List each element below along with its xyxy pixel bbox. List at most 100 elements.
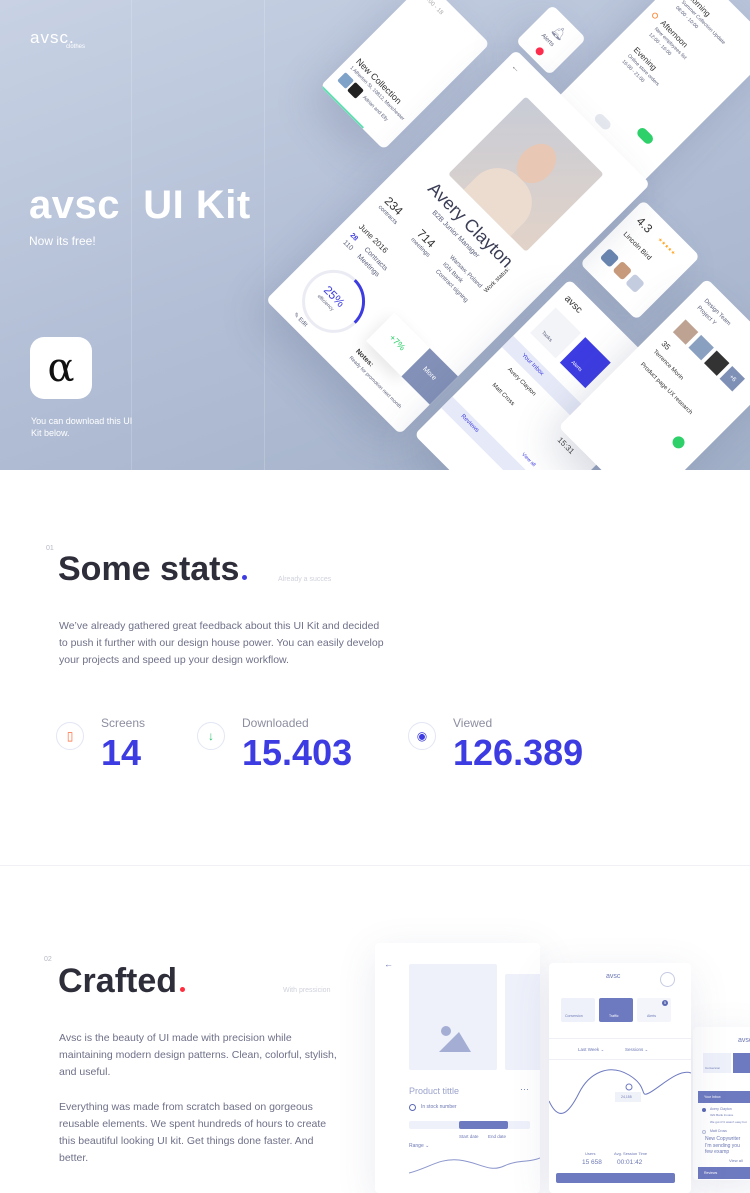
tasks-label: Tasks — [540, 330, 554, 344]
end-date-label: End date — [488, 1134, 507, 1139]
work-status-label: Work status: — [483, 266, 512, 295]
brand-logo-sub: clothes — [66, 44, 86, 50]
more-avatars[interactable] — [625, 273, 645, 294]
task-title: Product page UX research — [638, 361, 694, 417]
crafted-paragraph-1: Avsc is the beauty of UI made with preci… — [59, 1032, 337, 1078]
collection-time: 17:00 - 18 — [420, 0, 444, 17]
efficiency-ring — [302, 269, 366, 333]
toggle-on[interactable] — [635, 125, 656, 146]
image-placeholder — [505, 974, 540, 1070]
action-bar[interactable] — [556, 1173, 675, 1183]
stars-icon: ★★★★★ — [656, 236, 677, 257]
users-label: Users — [585, 1151, 596, 1156]
hero-subtitle: Now its free! — [29, 234, 96, 248]
last-week-dropdown[interactable]: Last Week ⌄ — [578, 1047, 605, 1052]
range-dropdown[interactable]: Range ⌄ — [409, 1143, 430, 1149]
section-tag: Already a succes — [278, 576, 332, 583]
eye-icon: ◉ — [408, 722, 436, 750]
tab-alerts[interactable]: Alerts 5 — [637, 998, 671, 1022]
hero-banner: avsc. clothes avsc UI Kit Now its free! … — [0, 0, 750, 470]
range-chart — [409, 1157, 540, 1174]
app-icon[interactable]: α — [30, 337, 92, 399]
section-tag: With pressicion — [283, 987, 331, 994]
filter-label: Last Week — [578, 1047, 600, 1052]
team-count: 35 — [659, 339, 673, 352]
rating-score: 4.3 — [633, 214, 656, 236]
unread-dot — [702, 1108, 706, 1112]
download-arrow-icon: ↓ — [197, 722, 225, 750]
bell-icon: 🔔︎ — [548, 22, 570, 43]
inbox-label: Your Inbox — [520, 352, 545, 378]
tab-conversion[interactable]: Conversion — [703, 1053, 731, 1073]
product-title: Product tittle — [409, 1086, 460, 1096]
tooltip-value: 24,155 — [621, 1095, 632, 1099]
start-date-label: Start date — [459, 1134, 479, 1139]
inbox-label: Your Inbox — [704, 1095, 721, 1099]
filter-label: Sessions — [625, 1047, 644, 1052]
message-name[interactable]: Avery Clayton — [710, 1107, 732, 1111]
section-number: 01 — [46, 545, 54, 552]
tab-conversion[interactable]: Conversion — [561, 998, 595, 1022]
inbox-header: Your Inbox — [698, 1091, 750, 1103]
avatar[interactable] — [660, 972, 675, 987]
radio-selected[interactable] — [650, 11, 660, 20]
hero-note: You can download this UI Kit below. — [31, 416, 133, 438]
dashboard-logo: avsc — [561, 293, 585, 316]
date-range-selection[interactable] — [459, 1121, 508, 1129]
reviews-label: Reviews — [704, 1171, 718, 1175]
message-name[interactable]: Matt Cross — [710, 1129, 727, 1133]
accent-dot — [242, 575, 248, 580]
message-text: We got it! It wasn't easy but — [710, 1120, 747, 1124]
crafted-paragraph-2: Everything was made from scratch based o… — [59, 1101, 327, 1164]
stat-label: Viewed — [453, 716, 493, 730]
more-options-icon[interactable]: ··· — [520, 1084, 529, 1094]
reviews-label: Reviews — [459, 413, 480, 434]
message-sub: New Copywriter — [705, 1136, 741, 1142]
panel-logo: avsc — [738, 1037, 750, 1044]
accent-dot — [180, 987, 186, 992]
section-title: Crafted — [58, 962, 186, 1001]
image-placeholder — [409, 964, 497, 1070]
product-panel: ← Product tittle ··· In stock number Sta… — [375, 943, 540, 1193]
stat-value: 15.403 — [242, 732, 353, 773]
message-name[interactable]: Matt Cross — [490, 382, 516, 408]
back-arrow-icon[interactable]: ← — [384, 959, 393, 969]
alerts-label: Alerts — [569, 359, 584, 374]
rating-name: Lincoln Bird — [621, 231, 653, 262]
session-value: 00:01:42 — [617, 1159, 643, 1166]
add-button[interactable] — [670, 433, 688, 451]
analytics-panel: avsc Conversion Traffic Alerts 5 Last We… — [549, 963, 691, 1193]
read-dot — [702, 1130, 706, 1134]
tab-label: Conversion — [705, 1066, 721, 1070]
stats-paragraph: We’ve already gathered great feedback ab… — [59, 620, 384, 666]
profile-card: ← Avery Clayton B2B Junior Manager Work … — [265, 49, 651, 435]
more-label: More — [421, 365, 438, 382]
stat-label: Screens — [101, 716, 146, 730]
section-number: 02 — [44, 956, 52, 963]
view-all-link[interactable]: View all — [520, 451, 537, 469]
section-title-text: Some stats — [58, 550, 240, 588]
section-title: Some stats — [58, 550, 248, 589]
stat-value: 126.389 — [453, 732, 584, 773]
users-value: 15 658 — [582, 1159, 602, 1166]
tab-active[interactable] — [733, 1053, 750, 1073]
stat-label: Downloaded — [242, 716, 309, 730]
tab-label: Traffic — [609, 1014, 619, 1018]
grid-line — [264, 0, 265, 470]
inbox-panel: avsc Conversion Your Inbox Avery Clayton… — [693, 1027, 750, 1180]
sessions-dropdown[interactable]: Sessions ⌄ — [625, 1047, 649, 1052]
range-label: Range — [409, 1143, 424, 1149]
brand-logo[interactable]: avsc. — [30, 28, 75, 47]
point-tooltip: 24,155 — [615, 1092, 641, 1102]
tab-traffic[interactable]: Traffic — [599, 998, 633, 1022]
tab-label: Alerts — [647, 1014, 656, 1018]
back-arrow-icon[interactable]: ← — [508, 60, 524, 76]
reviews-header: Reviews — [698, 1167, 750, 1179]
stock-radio[interactable] — [409, 1104, 416, 1111]
more-members[interactable]: +6 — [719, 366, 746, 392]
view-all-link[interactable]: View all — [729, 1158, 743, 1163]
filter-bar: Last Week ⌄ Sessions ⌄ — [549, 1038, 691, 1060]
alert-badge — [534, 45, 546, 57]
alerts-badge: 5 — [662, 1000, 668, 1006]
stock-label: In stock number — [421, 1104, 457, 1110]
